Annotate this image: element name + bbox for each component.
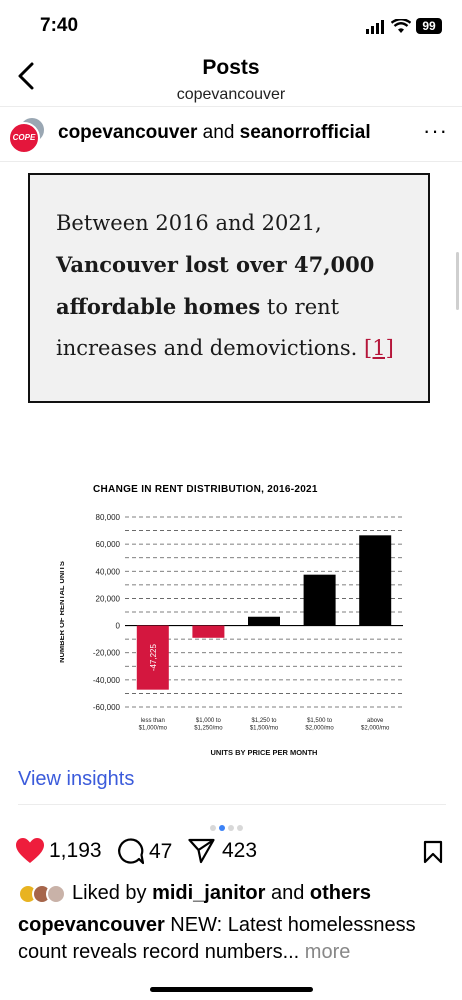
- like-count[interactable]: 1,193: [49, 839, 102, 862]
- back-arrow-icon[interactable]: [12, 60, 44, 92]
- chart-bar: [248, 616, 280, 626]
- liker-avatar: [46, 883, 66, 904]
- bookmark-icon[interactable]: [423, 840, 443, 864]
- chart-xtick-label: less than: [141, 718, 165, 724]
- caption-more-link[interactable]: more: [299, 941, 351, 963]
- chart-ytick-label: 80,000: [96, 513, 121, 522]
- carousel-dot: [237, 825, 243, 831]
- caption-author[interactable]: copevancouver: [18, 914, 165, 936]
- post-header-divider: [0, 161, 462, 162]
- liked-by-row[interactable]: Liked by midi_janitor and others: [18, 882, 371, 905]
- view-insights-link[interactable]: View insights: [18, 768, 135, 790]
- cellular-signal-icon: [366, 20, 384, 34]
- status-time: 7:40: [40, 15, 79, 36]
- chart-ytick-label: -40,000: [93, 676, 121, 685]
- bar-chart: 80,000 60,000 40,000 20,000 0 -20,000 -40,000 -…: [60, 513, 403, 757]
- chart-ylabel: NUMBER OF RENTAL UNITS: [60, 561, 66, 663]
- like-action[interactable]: 1,193: [16, 838, 102, 864]
- heart-icon[interactable]: [16, 838, 44, 864]
- share-action[interactable]: 423: [188, 838, 257, 864]
- chart-xtick-label: $1,000/mo: [139, 726, 168, 732]
- chart-ytick-label: -20,000: [93, 649, 121, 658]
- author-joiner: and: [197, 122, 240, 143]
- chart-xtick-label: $2,000/mo: [305, 726, 334, 732]
- quote-rest: to rent increases and demovictions.: [56, 295, 365, 360]
- share-icon[interactable]: [188, 838, 215, 864]
- comment-count[interactable]: 47: [149, 839, 173, 863]
- comment-icon[interactable]: [117, 838, 144, 865]
- chart-title: CHANGE IN RENT DISTRIBUTION, 2016-2021: [93, 484, 318, 495]
- chart-xtick-label: $1,250 to: [251, 718, 277, 724]
- chart-xtick-label: above: [367, 718, 384, 724]
- collab-avatar[interactable]: COPE: [8, 116, 46, 154]
- page-subtitle: copevancouver: [176, 86, 286, 103]
- chart-xtick-label: $2,000/mo: [361, 726, 390, 732]
- chart-xtick-label: $1,500 to: [307, 718, 333, 724]
- author-link[interactable]: copevancouver: [58, 122, 198, 143]
- post-caption: copevancouver NEW: Latest homelessness c…: [18, 912, 438, 966]
- chart-xtick-label: $1,500/mo: [250, 726, 279, 732]
- liked-by-middle: and: [265, 882, 310, 904]
- chart-data-label: -47,225: [149, 644, 158, 672]
- carousel-dots: [210, 818, 246, 836]
- insights-divider: [18, 804, 446, 805]
- chart-bar: [303, 574, 336, 626]
- chart-bar: [192, 625, 225, 638]
- coauthor-link[interactable]: seanorrofficial: [239, 122, 371, 143]
- quote-line1: Between 2016 and 2021,: [56, 211, 322, 235]
- post-author-line: copevancouver and seanorrofficial: [58, 122, 371, 144]
- carousel-dot-active: [219, 825, 225, 831]
- chart-ytick-label: -60,000: [93, 703, 121, 712]
- chart-ytick-label: 0: [116, 622, 121, 631]
- chart-xlabel: UNITS BY PRICE PER MONTH: [211, 748, 318, 757]
- liked-by-others[interactable]: others: [309, 882, 372, 904]
- caption-text: NEW: Latest homelessness count reveals r…: [18, 914, 416, 963]
- scroll-indicator[interactable]: [456, 252, 459, 310]
- liked-by-prefix: Liked by: [72, 882, 153, 904]
- comment-action[interactable]: 47: [117, 838, 172, 865]
- page-title: Posts: [202, 56, 260, 79]
- chart-ytick-label: 20,000: [96, 594, 121, 603]
- chart-bar: [136, 625, 169, 690]
- quote-bold: Vancouver lost over 47,000 affordable ho…: [56, 252, 375, 319]
- share-count[interactable]: 423: [222, 839, 258, 862]
- chart-ytick-label: 60,000: [96, 540, 121, 549]
- carousel-dot: [210, 825, 216, 831]
- chart-ytick-label: 40,000: [96, 567, 121, 576]
- liked-by-user[interactable]: midi_janitor: [152, 882, 266, 904]
- quote-box: Between 2016 and 2021, Vancouver lost ov…: [28, 173, 430, 403]
- carousel-dot: [228, 825, 234, 831]
- battery-indicator: 99: [416, 18, 442, 34]
- wifi-icon: [391, 19, 411, 33]
- chart-bar: [359, 535, 392, 626]
- home-indicator: [150, 987, 313, 992]
- chart-xtick-label: $1,000 to: [196, 718, 222, 724]
- author-avatar: COPE: [8, 122, 40, 154]
- chart-xtick-label: $1,250/mo: [194, 726, 223, 732]
- citation-link[interactable]: [1]: [364, 336, 394, 360]
- header-divider: [0, 106, 462, 107]
- more-options-icon[interactable]: ···: [423, 118, 448, 143]
